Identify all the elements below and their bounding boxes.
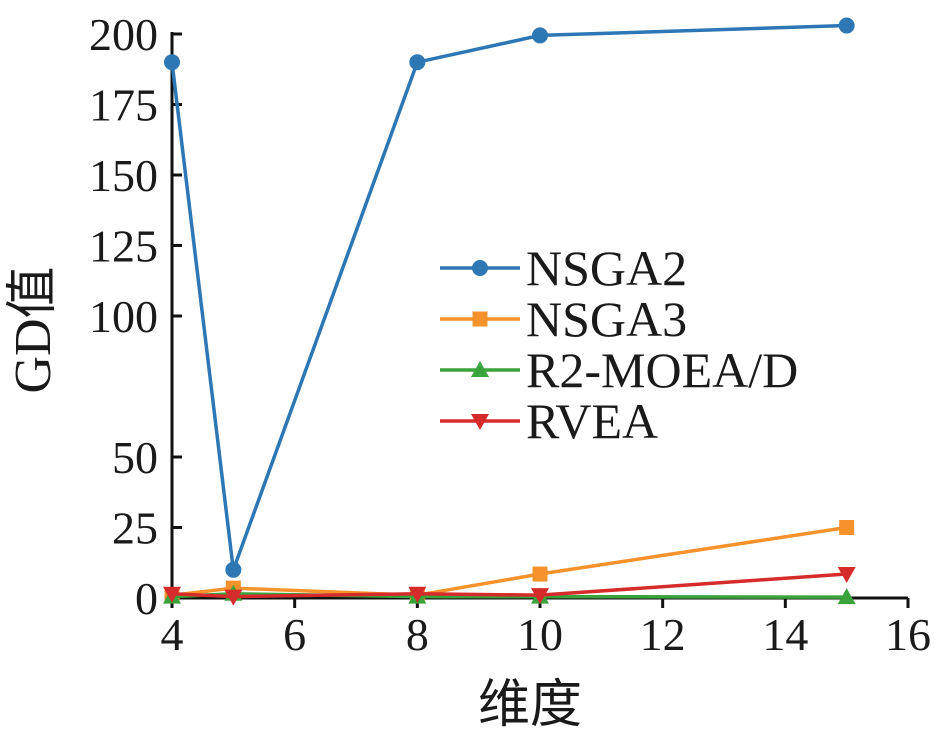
data-point xyxy=(839,520,855,535)
legend-marker xyxy=(471,361,489,377)
data-point xyxy=(163,586,181,603)
series-line xyxy=(171,525,847,597)
series-nsga2 xyxy=(164,17,855,578)
y-tick-label: 50 xyxy=(112,432,158,483)
x-tick-label: 10 xyxy=(517,609,563,660)
series-line xyxy=(170,23,847,571)
legend-label: R2-MOEA/D xyxy=(526,342,798,398)
data-point xyxy=(164,54,180,71)
y-tick-label: 100 xyxy=(89,291,158,342)
y-tick-label: 200 xyxy=(89,9,158,60)
series-nsga3 xyxy=(164,520,855,603)
data-point xyxy=(532,27,548,44)
series-rvea xyxy=(163,567,856,606)
data-point xyxy=(531,588,549,605)
y-tick-label: 25 xyxy=(112,503,158,554)
legend-item: NSGA2 xyxy=(440,240,687,296)
legend-marker xyxy=(472,260,488,276)
series-layer xyxy=(163,17,856,606)
legend-item: NSGA3 xyxy=(440,291,687,347)
x-axis-title: 维度 xyxy=(478,677,582,734)
legend-label: NSGA2 xyxy=(526,240,687,296)
data-point xyxy=(837,588,856,605)
data-point xyxy=(532,566,548,582)
x-tick-label: 4 xyxy=(161,609,184,660)
legend-marker xyxy=(472,311,488,327)
data-point xyxy=(408,586,427,603)
y-tick-label: 0 xyxy=(135,573,158,624)
y-axis-title: GD值 xyxy=(5,266,62,393)
axes: 4 6 8 10 12 14 16 0 25 50 100 125 150 175 200 xyxy=(89,9,931,660)
data-point xyxy=(837,567,856,584)
legend-item: R2-MOEA/D xyxy=(440,342,798,398)
data-point xyxy=(225,561,242,578)
y-tick-label: 175 xyxy=(89,80,158,131)
legend-label: NSGA3 xyxy=(526,291,687,347)
data-point xyxy=(409,54,426,71)
y-tick-label: 150 xyxy=(89,150,158,201)
y-tick-label: 125 xyxy=(89,221,158,272)
data-point xyxy=(224,589,243,606)
legend-item: RVEA xyxy=(440,393,658,449)
data-point xyxy=(838,17,855,34)
legend-label: RVEA xyxy=(526,393,658,449)
x-tick-label: 14 xyxy=(762,609,808,660)
x-tick-label: 8 xyxy=(406,609,429,660)
x-tick-label: 6 xyxy=(283,609,306,660)
x-tick-label: 16 xyxy=(885,609,931,660)
x-tick-label: 12 xyxy=(640,609,686,660)
legend-marker xyxy=(471,414,489,430)
